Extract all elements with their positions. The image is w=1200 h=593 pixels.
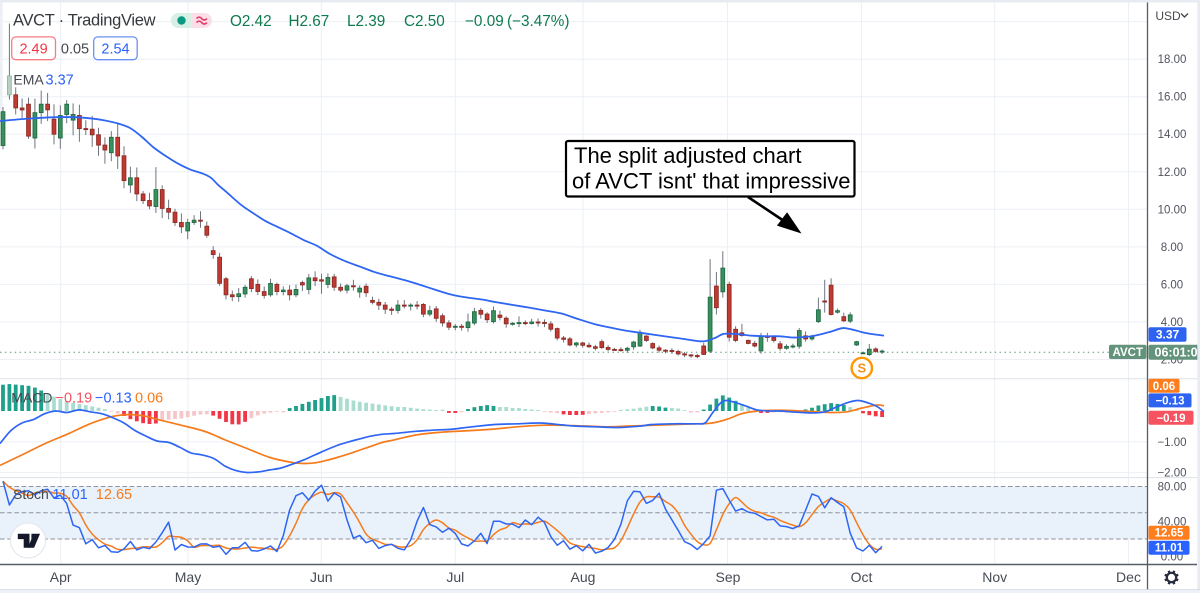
svg-text:Apr: Apr: [50, 569, 72, 585]
svg-text:3.37: 3.37: [46, 73, 74, 89]
svg-text:Stoch: Stoch: [13, 486, 49, 502]
svg-text:11.01: 11.01: [53, 487, 88, 503]
svg-text:6.00: 6.00: [1161, 279, 1183, 291]
svg-text:L2.39: L2.39: [347, 13, 385, 30]
svg-text:3.37: 3.37: [1156, 327, 1180, 341]
svg-text:Jun: Jun: [310, 569, 333, 585]
svg-text:18.00: 18.00: [1158, 54, 1187, 66]
svg-text:06:01:0: 06:01:0: [1155, 345, 1198, 359]
svg-text:O2.42: O2.42: [230, 13, 272, 30]
svg-text:−0.19: −0.19: [56, 391, 93, 407]
svg-text:−0.09: −0.09: [465, 13, 504, 30]
svg-text:−0.19: −0.19: [1156, 413, 1185, 425]
svg-text:Jul: Jul: [446, 569, 464, 585]
svg-text:of AVCT isnt' that impressive: of AVCT isnt' that impressive: [572, 169, 851, 194]
svg-text:80.00: 80.00: [1158, 482, 1187, 494]
svg-text:12.65: 12.65: [96, 487, 132, 503]
svg-text:40.00: 40.00: [1158, 517, 1187, 529]
svg-text:4.00: 4.00: [1161, 317, 1183, 329]
svg-text:0.06: 0.06: [1153, 381, 1175, 393]
svg-text:(−3.47%): (−3.47%): [507, 13, 570, 30]
svg-text:−0.13: −0.13: [1155, 395, 1184, 407]
svg-text:Sep: Sep: [716, 569, 741, 585]
svg-text:0.06: 0.06: [135, 391, 163, 407]
svg-text:8.00: 8.00: [1161, 242, 1183, 254]
svg-text:10.00: 10.00: [1158, 204, 1187, 216]
svg-text:12.65: 12.65: [1155, 528, 1184, 540]
svg-text:MACD: MACD: [11, 390, 52, 406]
svg-text:2.54: 2.54: [101, 41, 129, 57]
svg-text:14.00: 14.00: [1158, 129, 1187, 141]
svg-text:2.49: 2.49: [19, 41, 47, 57]
svg-text:H2.67: H2.67: [289, 13, 330, 30]
svg-text:AVCT: AVCT: [1113, 347, 1143, 359]
svg-text:Dec: Dec: [1116, 569, 1141, 585]
svg-text:AVCT · TradingView: AVCT · TradingView: [13, 12, 156, 30]
svg-text:−1.00: −1.00: [1157, 437, 1186, 449]
svg-text:12.00: 12.00: [1158, 167, 1187, 179]
svg-text:−0.13: −0.13: [95, 391, 132, 407]
svg-text:Nov: Nov: [982, 569, 1007, 585]
svg-text:EMA: EMA: [13, 72, 44, 88]
svg-text:May: May: [175, 569, 201, 585]
svg-text:11.01: 11.01: [1155, 543, 1184, 555]
svg-text:C2.50: C2.50: [404, 13, 445, 30]
svg-text:S: S: [857, 361, 866, 376]
svg-text:Oct: Oct: [851, 569, 873, 585]
svg-text:−2.00: −2.00: [1157, 468, 1186, 480]
svg-text:0.05: 0.05: [61, 41, 89, 57]
svg-text:USD: USD: [1155, 9, 1181, 23]
svg-text:16.00: 16.00: [1158, 92, 1187, 104]
svg-text:The split adjusted chart: The split adjusted chart: [574, 143, 801, 168]
svg-text:Aug: Aug: [571, 569, 596, 585]
